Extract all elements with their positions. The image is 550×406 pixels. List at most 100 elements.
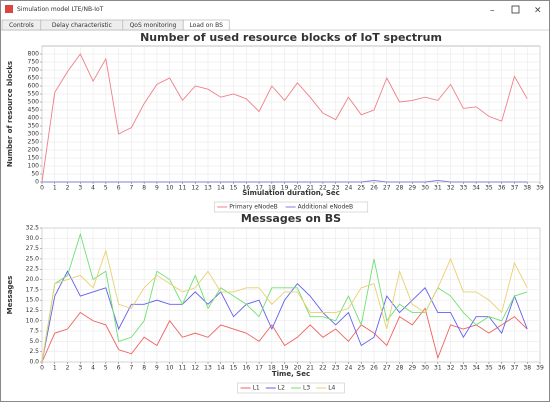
series-line — [41, 53, 528, 183]
x-tick-label: 22 — [319, 365, 327, 372]
y-tick-label: 50 — [31, 171, 39, 178]
x-tick-label: 35 — [485, 365, 493, 372]
tab[interactable] — [182, 19, 230, 31]
legend-label: L1 — [253, 385, 260, 392]
x-tick-label: 20 — [294, 185, 302, 192]
close-button[interactable]: × — [534, 6, 542, 16]
x-tick-label: 6 — [117, 365, 121, 372]
y-axis-label: Number of resource blocks — [6, 61, 14, 167]
x-tick-label: 29 — [408, 365, 416, 372]
x-tick-label: 32 — [447, 365, 455, 372]
maximize-button[interactable] — [511, 5, 520, 14]
y-tick-label: 20.0 — [26, 276, 40, 283]
x-tick-label: 0 — [40, 185, 44, 192]
x-tick-label: 26 — [370, 185, 378, 192]
y-tick-label: 22.5 — [26, 266, 40, 273]
x-tick-label: 36 — [498, 365, 506, 372]
x-tick-label: 3 — [78, 365, 82, 372]
y-tick-label: 15.0 — [26, 297, 40, 304]
x-tick-label: 18 — [268, 365, 276, 372]
x-tick-label: 33 — [460, 185, 468, 192]
x-tick-label: 38 — [523, 365, 531, 372]
x-tick-label: 13 — [204, 365, 212, 372]
x-tick-label: 15 — [230, 185, 238, 192]
x-tick-label: 27 — [383, 185, 391, 192]
y-tick-label: 0 — [35, 179, 39, 186]
y-tick-label: 550 — [28, 91, 40, 98]
x-tick-label: 5 — [104, 185, 108, 192]
x-tick-label: 1 — [53, 185, 57, 192]
x-axis-label: Simulation duration, Sec — [242, 189, 340, 197]
x-tick-label: 35 — [485, 185, 493, 192]
minimize-button[interactable]: – — [490, 6, 495, 16]
x-tick-label: 12 — [191, 365, 199, 372]
x-tick-label: 16 — [242, 365, 250, 372]
title-bar — [1, 1, 549, 18]
x-tick-label: 14 — [217, 185, 225, 192]
tab-label[interactable]: Delay characteristic — [52, 22, 112, 29]
y-tick-label: 150 — [28, 155, 40, 162]
x-tick-label: 5 — [104, 365, 108, 372]
x-tick-label: 17 — [255, 365, 263, 372]
x-tick-label: 11 — [179, 185, 187, 192]
y-tick-label: 27.5 — [26, 245, 40, 252]
x-tick-label: 33 — [460, 365, 468, 372]
x-tick-label: 31 — [434, 185, 442, 192]
x-tick-label: 4 — [91, 185, 95, 192]
x-tick-label: 29 — [408, 185, 416, 192]
y-tick-label: 5.0 — [29, 338, 39, 345]
tab-label[interactable]: Load on BS — [189, 22, 223, 29]
chart-title: Number of used resource blocks of IoT sp… — [140, 31, 442, 44]
x-tick-label: 25 — [357, 365, 365, 372]
y-axis-label: Messages — [6, 276, 14, 315]
x-tick-label: 1 — [53, 365, 57, 372]
x-tick-label: 30 — [421, 185, 429, 192]
legend-label: L3 — [303, 385, 310, 392]
x-tick-label: 28 — [396, 185, 404, 192]
plot-area — [41, 45, 541, 183]
y-tick-label: 450 — [28, 107, 40, 114]
app-icon — [5, 5, 13, 13]
y-tick-label: 30.0 — [26, 235, 40, 242]
x-axis-label: Time, Sec — [272, 370, 310, 378]
x-tick-label: 38 — [523, 185, 531, 192]
y-tick-label: 200 — [28, 147, 40, 154]
x-tick-label: 12 — [191, 185, 199, 192]
x-tick-label: 24 — [345, 185, 353, 192]
x-tick-label: 3 — [78, 185, 82, 192]
tab-label[interactable]: Controls — [9, 22, 34, 29]
y-tick-label: 17.5 — [26, 286, 40, 293]
y-tick-label: 25.0 — [26, 255, 40, 262]
x-tick-label: 10 — [166, 365, 174, 372]
y-tick-label: 32.5 — [26, 225, 40, 232]
y-tick-label: 10.0 — [26, 317, 40, 324]
x-tick-label: 26 — [370, 365, 378, 372]
x-tick-label: 23 — [332, 365, 340, 372]
series-line — [41, 249, 528, 363]
x-tick-label: 27 — [383, 365, 391, 372]
x-tick-label: 34 — [472, 365, 480, 372]
x-tick-label: 9 — [155, 185, 159, 192]
legend-label: L4 — [328, 385, 335, 392]
tab-label[interactable]: QoS monitoring — [130, 22, 177, 29]
x-tick-label: 2 — [66, 365, 70, 372]
y-tick-label: 500 — [28, 99, 40, 106]
x-tick-label: 19 — [281, 185, 289, 192]
x-tick-label: 7 — [129, 185, 133, 192]
x-tick-label: 0 — [40, 365, 44, 372]
x-tick-label: 4 — [91, 365, 95, 372]
legend-label: Primary eNodeB — [229, 204, 278, 211]
x-tick-label: 20 — [294, 365, 302, 372]
y-tick-label: 7.5 — [29, 328, 39, 335]
x-tick-label: 21 — [306, 365, 314, 372]
x-tick-label: 21 — [306, 185, 314, 192]
x-tick-label: 19 — [281, 365, 289, 372]
x-tick-label: 17 — [255, 185, 263, 192]
x-tick-label: 10 — [166, 185, 174, 192]
x-tick-label: 8 — [142, 185, 146, 192]
series-line — [41, 232, 528, 363]
y-tick-label: 400 — [28, 115, 40, 122]
x-tick-label: 32 — [447, 185, 455, 192]
series-line — [41, 270, 528, 363]
